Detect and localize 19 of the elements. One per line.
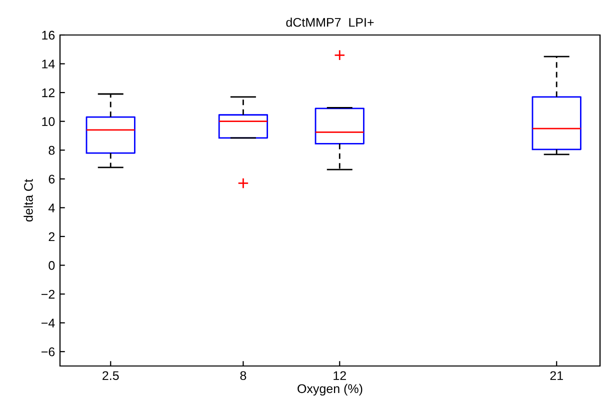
y-tick-label: 0 <box>48 261 55 270</box>
y-tick-label: −4 <box>42 318 55 328</box>
y-axis-title: delta Ct <box>24 179 33 222</box>
y-tick-label: 14 <box>42 60 55 68</box>
y-tick-label: 4 <box>48 204 55 212</box>
x-axis-title: Oxygen (%) <box>298 384 362 396</box>
x-tick-label: 2.5 <box>102 371 119 380</box>
x-tick-label: 8 <box>240 371 246 380</box>
y-tick-label: 6 <box>48 174 55 184</box>
y-tick-label: −6 <box>42 347 55 356</box>
y-tick-label: −2 <box>42 290 55 299</box>
y-tick-label: 16 <box>42 30 55 40</box>
y-tick-label: 8 <box>48 146 55 155</box>
y-tick-label: 2 <box>48 232 55 242</box>
x-tick-label: 21 <box>550 371 563 380</box>
x-tick-label: 12 <box>334 371 346 380</box>
chart-title: dCtMMP7 LPI+ <box>286 18 374 27</box>
y-tick-label: 12 <box>42 88 55 98</box>
y-tick-label: 10 <box>42 117 55 126</box>
